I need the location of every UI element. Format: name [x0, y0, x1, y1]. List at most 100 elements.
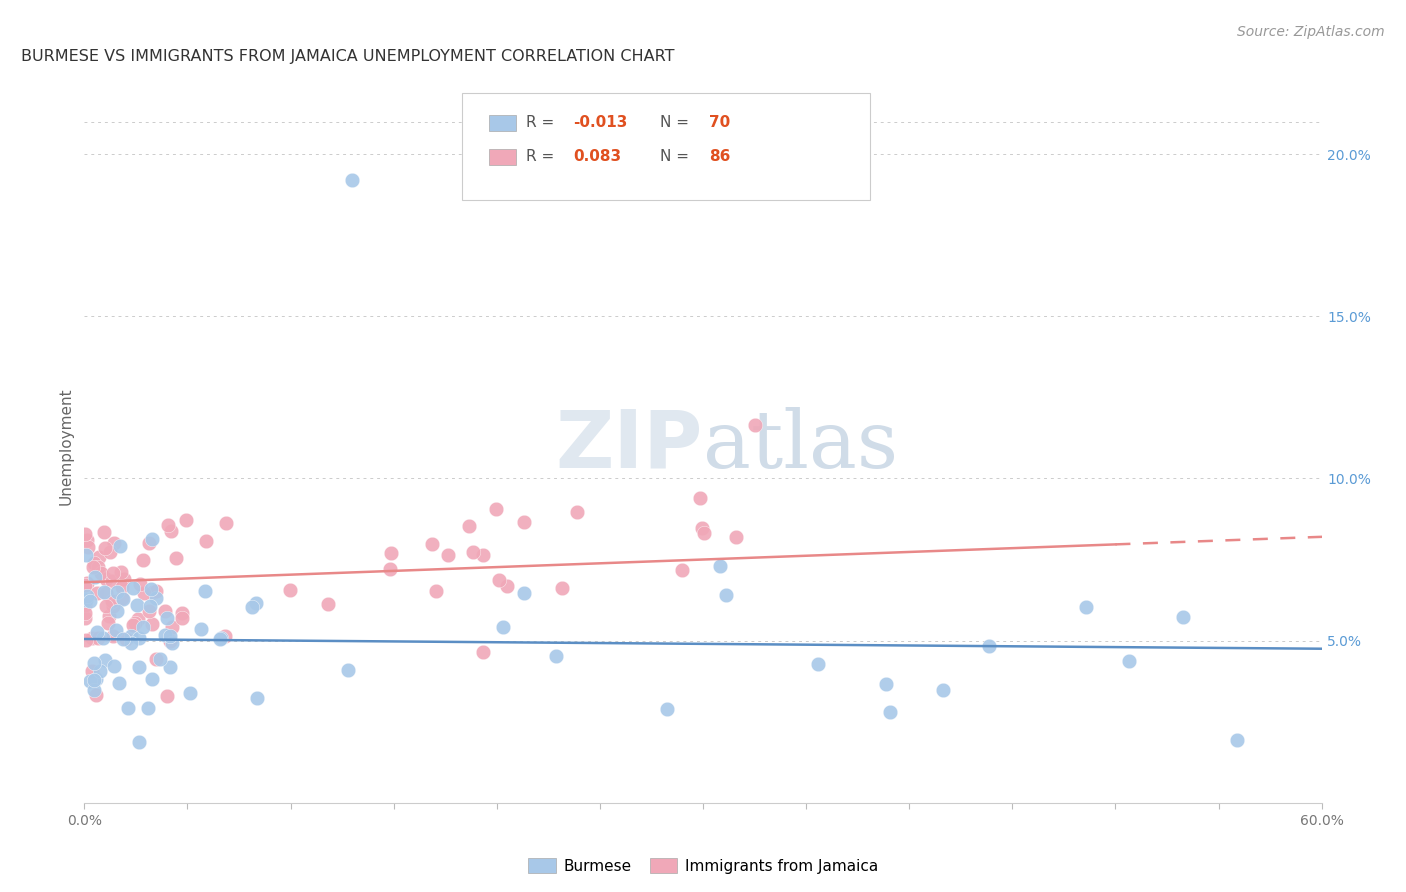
Point: [422, 537, 444, 551]
Point: [138, 536, 160, 550]
Point: [87, 631, 110, 645]
Point: [174, 513, 197, 527]
Point: [108, 540, 131, 554]
Point: [124, 615, 146, 630]
Legend: Burmese, Immigrants from Jamaica: Burmese, Immigrants from Jamaica: [522, 852, 884, 880]
Point: [111, 591, 134, 606]
Point: [488, 573, 510, 587]
Point: [86, 625, 108, 640]
Point: [100, 594, 122, 608]
Point: [337, 664, 360, 678]
Point: [153, 628, 176, 642]
Point: [492, 620, 515, 634]
Point: [744, 418, 766, 433]
Point: [170, 607, 193, 621]
Point: [75, 611, 97, 625]
Point: [75, 526, 97, 541]
Point: [141, 616, 163, 631]
Point: [246, 690, 269, 705]
Point: [165, 550, 187, 565]
Point: [156, 689, 179, 703]
Point: [496, 579, 519, 593]
Point: [94, 541, 117, 555]
Point: [160, 524, 183, 539]
Point: [127, 598, 149, 612]
Point: [75, 598, 97, 612]
Point: [138, 604, 160, 618]
Point: [170, 611, 193, 625]
Point: [115, 632, 138, 646]
Point: [240, 599, 263, 614]
Point: [209, 632, 232, 646]
Point: [76, 541, 98, 555]
Point: [194, 584, 217, 599]
Point: [103, 658, 125, 673]
Text: N =: N =: [659, 150, 693, 164]
Point: [94, 586, 117, 600]
Point: [689, 491, 711, 505]
Text: N =: N =: [659, 115, 693, 130]
Point: [214, 630, 236, 644]
Point: [979, 639, 1001, 653]
Point: [76, 533, 98, 547]
Point: [101, 629, 124, 643]
Point: [75, 591, 97, 606]
Point: [82, 560, 104, 574]
Point: [122, 618, 145, 632]
Point: [111, 591, 134, 605]
Bar: [489, 149, 516, 165]
Point: [1171, 609, 1194, 624]
Point: [342, 173, 364, 187]
Point: [567, 505, 589, 519]
Point: [1226, 732, 1249, 747]
Point: [94, 572, 117, 586]
Point: [84, 688, 107, 702]
Point: [136, 701, 159, 715]
Point: [138, 599, 160, 613]
Point: [98, 544, 121, 558]
Point: [128, 576, 150, 591]
Point: [692, 526, 714, 541]
Point: [90, 566, 112, 580]
Text: BURMESE VS IMMIGRANTS FROM JAMAICA UNEMPLOYMENT CORRELATION CHART: BURMESE VS IMMIGRANTS FROM JAMAICA UNEMP…: [21, 49, 675, 64]
Point: [932, 683, 955, 698]
FancyBboxPatch shape: [461, 93, 870, 200]
Point: [142, 585, 165, 599]
Point: [131, 620, 153, 634]
Point: [380, 546, 402, 560]
Text: atlas: atlas: [703, 407, 898, 485]
Point: [86, 586, 108, 600]
Point: [103, 536, 125, 550]
Point: [513, 586, 536, 600]
Point: [145, 584, 167, 599]
Point: [551, 581, 574, 595]
Point: [215, 516, 238, 531]
Point: [111, 580, 134, 594]
Point: [807, 657, 830, 672]
Point: [128, 660, 150, 674]
Point: [101, 566, 124, 581]
Point: [278, 582, 301, 597]
Text: ZIP: ZIP: [555, 407, 703, 485]
Point: [75, 578, 97, 592]
Text: 70: 70: [709, 115, 731, 130]
Point: [93, 524, 115, 539]
Point: [179, 686, 201, 700]
Point: [690, 521, 713, 535]
Point: [879, 705, 901, 719]
Point: [93, 653, 115, 667]
Point: [155, 604, 177, 618]
Point: [141, 532, 163, 546]
Text: -0.013: -0.013: [574, 115, 627, 130]
Point: [195, 533, 218, 548]
Point: [101, 574, 124, 588]
Point: [245, 596, 267, 610]
Y-axis label: Unemployment: Unemployment: [58, 387, 73, 505]
Point: [145, 591, 167, 606]
Point: [105, 585, 128, 599]
Point: [425, 584, 447, 599]
Point: [159, 634, 181, 648]
Point: [112, 572, 135, 586]
Point: [120, 636, 142, 650]
Text: R =: R =: [526, 115, 560, 130]
